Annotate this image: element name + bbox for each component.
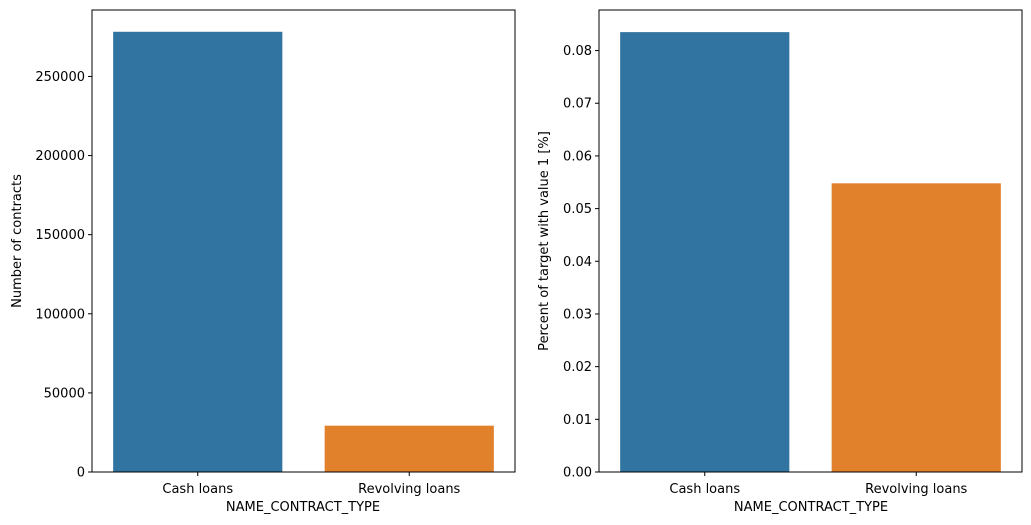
left-y-axis-label: Number of contracts — [10, 174, 25, 308]
right-y-axis-label: Percent of target with value 1 [%] — [537, 131, 552, 351]
left-y-tick-label: 50000 — [44, 386, 85, 401]
right-x-tick-label: Cash loans — [669, 482, 740, 497]
right-bar-cash-loans — [620, 32, 790, 472]
right-x-tick-label: Revolving loans — [865, 482, 967, 497]
right-x-axis-label: NAME_CONTRACT_TYPE — [734, 500, 888, 515]
right-y-tick-label: 0.00 — [563, 466, 592, 481]
left-y-tick-label: 0 — [77, 466, 85, 481]
right-y-tick-label: 0.05 — [563, 202, 592, 217]
right-y-tick-label: 0.08 — [563, 44, 592, 59]
right-chart-panel: NAME_CONTRACT_TYPE Percent of target wit… — [537, 9, 1023, 515]
right-y-tick-label: 0.03 — [563, 307, 592, 322]
right-y-tick-label: 0.07 — [563, 97, 592, 112]
right-y-tick-label: 0.01 — [563, 413, 592, 428]
left-bar-revolving-loans — [324, 425, 494, 472]
right-y-tick-label: 0.02 — [563, 360, 592, 375]
right-axes-frame — [598, 9, 1023, 473]
right-y-tick-label: 0.06 — [563, 149, 592, 164]
right-bar-revolving-loans — [831, 183, 1001, 472]
left-y-tick-label: 150000 — [35, 228, 85, 243]
left-chart-panel: NAME_CONTRACT_TYPE Number of contracts C… — [10, 9, 516, 515]
left-x-tick-label: Revolving loans — [358, 482, 460, 497]
left-x-axis-label: NAME_CONTRACT_TYPE — [226, 500, 380, 515]
left-y-tick-label: 250000 — [35, 70, 85, 85]
left-axes-frame — [91, 9, 516, 473]
left-y-tick-label: 100000 — [35, 307, 85, 322]
right-y-tick-label: 0.04 — [563, 255, 592, 270]
left-x-tick-label: Cash loans — [162, 482, 233, 497]
left-y-tick-label: 200000 — [35, 149, 85, 164]
left-bar-cash-loans — [113, 31, 283, 472]
